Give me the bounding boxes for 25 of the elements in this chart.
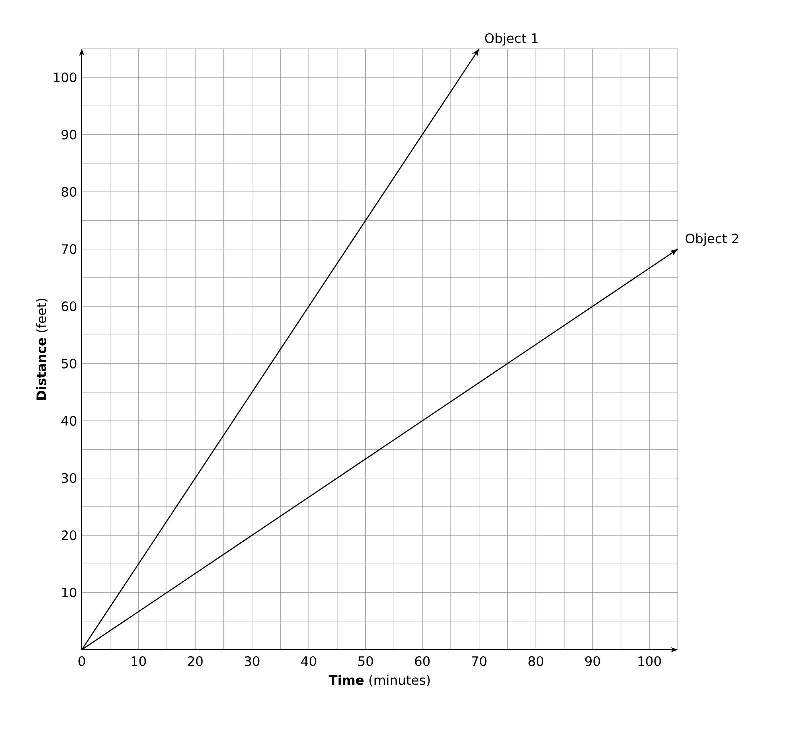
y-tick-label: 70 bbox=[62, 244, 77, 254]
y-tick-label: 100 bbox=[54, 72, 77, 83]
y-tick-label: 10 bbox=[62, 588, 77, 598]
y-tick-label: 90 bbox=[62, 130, 77, 140]
y-tick-label: 20 bbox=[62, 530, 77, 540]
x-tick-label: 90 bbox=[585, 656, 600, 666]
y-tick-label: 40 bbox=[62, 416, 77, 426]
y-tick-label: 50 bbox=[62, 358, 77, 369]
x-tick-label: 10 bbox=[132, 656, 146, 666]
x-tick-label: 60 bbox=[415, 656, 430, 666]
x-tick-label: 20 bbox=[188, 656, 203, 666]
y-tick-label: 80 bbox=[62, 187, 77, 197]
series-label: Object 2 bbox=[686, 234, 738, 246]
x-tick-label: 40 bbox=[301, 656, 316, 666]
y-tick-label: 30 bbox=[62, 473, 77, 484]
x-tick-label: 80 bbox=[528, 656, 544, 666]
x-tick-label: 50 bbox=[358, 656, 374, 666]
x-tick-label: 0 bbox=[78, 656, 86, 666]
x-axis-title: Time (minutes) bbox=[328, 675, 430, 687]
x-tick-label: 100 bbox=[638, 656, 662, 666]
y-tick-label: 60 bbox=[62, 302, 77, 312]
x-tick-label: 70 bbox=[472, 656, 487, 666]
x-tick-label: 30 bbox=[245, 656, 260, 666]
series-label: Object 1 bbox=[485, 33, 538, 46]
y-axis-title: Distance (feet) bbox=[36, 298, 48, 400]
